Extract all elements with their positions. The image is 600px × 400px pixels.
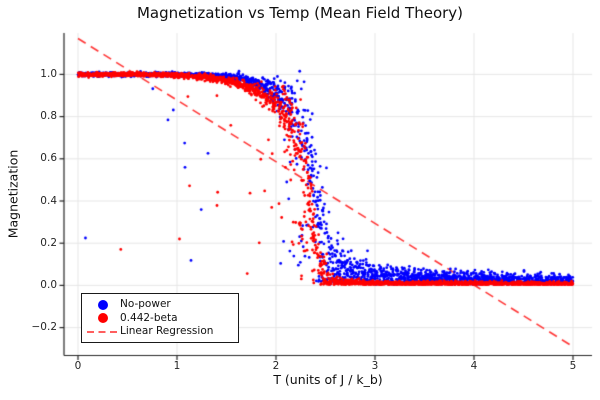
y-tick-label-0_8: 0.8 [40, 110, 57, 122]
y-tick-label-0_2: 0.2 [40, 237, 57, 249]
x-tick-label-2: 2 [272, 360, 280, 372]
y-tick-label-0_4: 0.4 [40, 195, 57, 207]
y-tick-label-0_0: 0.0 [40, 279, 57, 291]
y-tick-label-0_6: 0.6 [40, 152, 57, 164]
blue-dot-icon [98, 299, 108, 310]
legend-dash-icon [87, 330, 119, 333]
x-tick-label-5: 5 [569, 360, 577, 372]
chart-title: Magnetization vs Temp (Mean Field Theory… [136, 4, 464, 22]
x-tick-label-3: 3 [371, 360, 379, 372]
red-dot-icon [98, 313, 108, 323]
x-axis-label: T (units of J / k_b) [273, 372, 383, 387]
x-tick-label-0: 0 [74, 360, 82, 372]
legend-label-regression: Linear Regression [120, 325, 214, 337]
y-tick-label-neg0_2: −0.2 [31, 321, 58, 333]
legend-item-beta: 0.442-beta [86, 312, 232, 325]
legend-item-regression: Linear Regression [86, 325, 232, 338]
legend-item-no-power: No-power [86, 298, 232, 311]
legend-label-no-power: No-power [120, 298, 171, 310]
legend-label-beta: 0.442-beta [120, 311, 178, 324]
x-tick-label-4: 4 [470, 360, 478, 372]
legend: No-power 0.442-beta Linear Regression [81, 293, 239, 343]
y-tick-label-1_0: 1.0 [40, 68, 57, 80]
x-tick-label-1: 1 [173, 360, 181, 372]
